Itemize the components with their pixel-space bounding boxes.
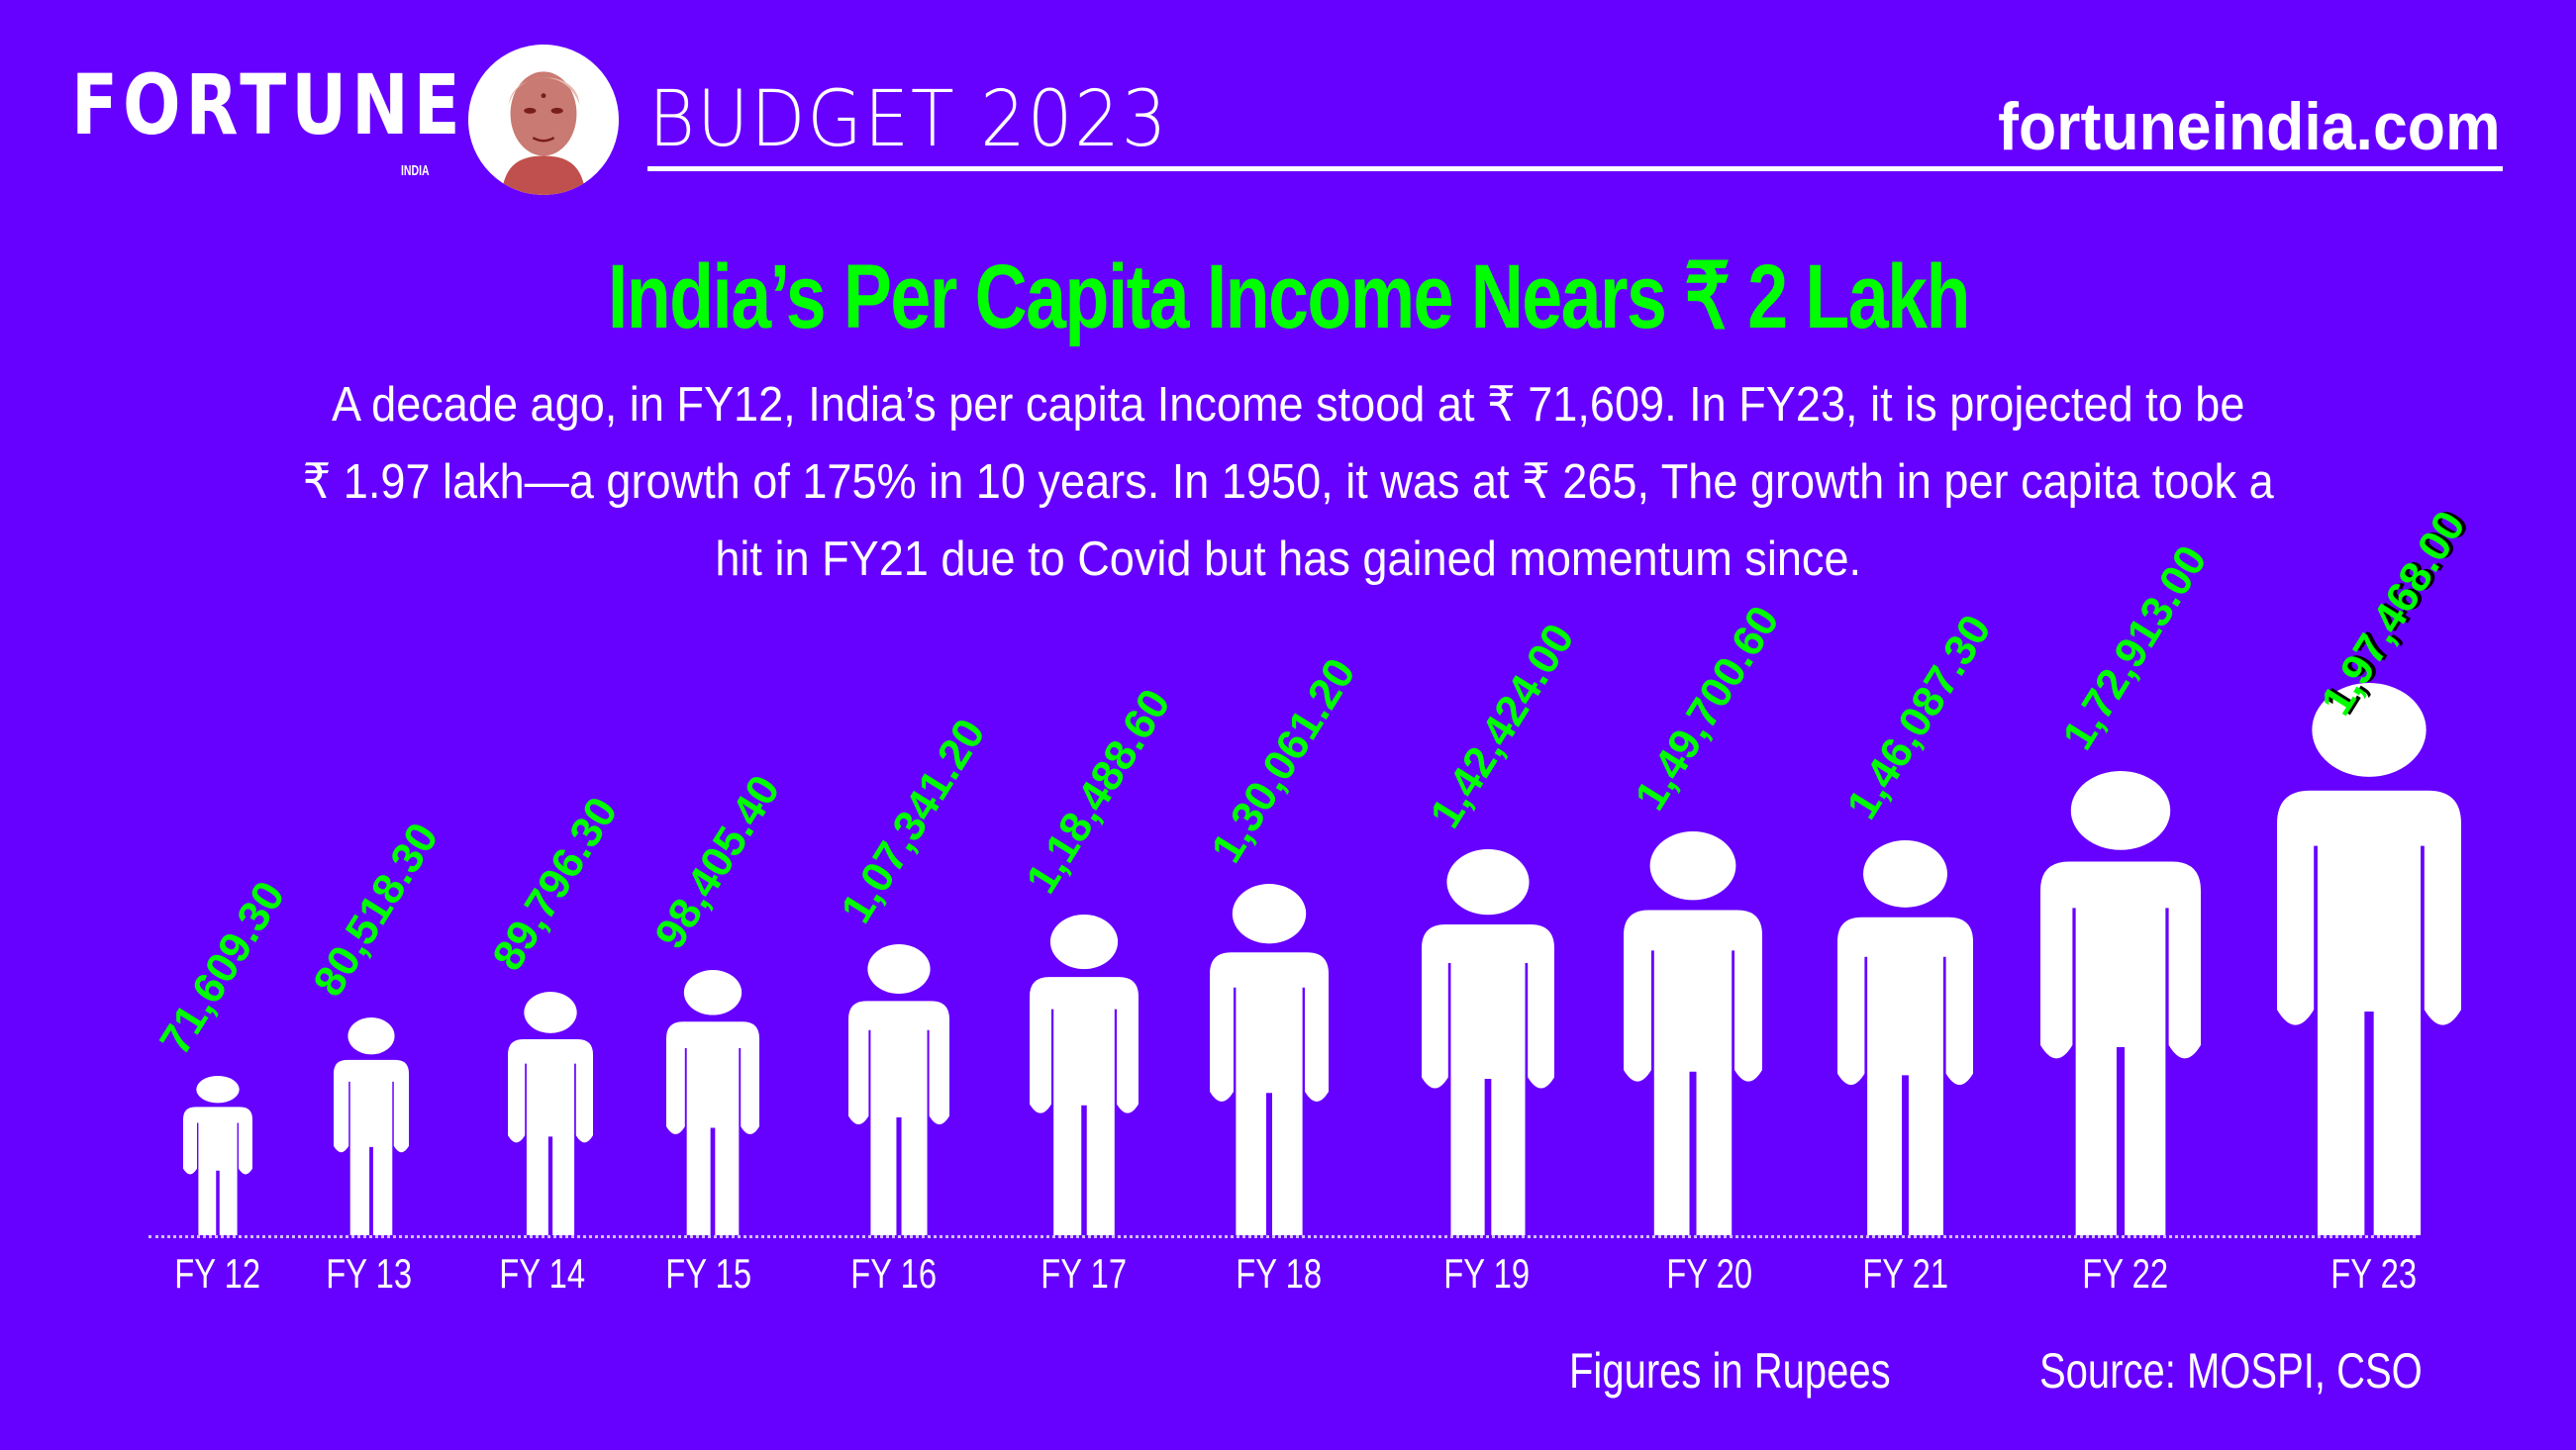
- category-label-text: FY 16: [850, 1250, 938, 1297]
- category-label: FY 16: [815, 1253, 973, 1295]
- category-label: FY 17: [1005, 1253, 1163, 1295]
- person-figure-icon: [2040, 771, 2201, 1235]
- subtitle-line-2: ₹ 1.97 lakh—a growth of 175% in 10 years…: [302, 455, 2274, 509]
- chart-baseline: [149, 1235, 2416, 1238]
- person-figure-icon: [1030, 915, 1139, 1235]
- value-label: 1,49,700.60: [1626, 597, 1789, 820]
- value-label: 1,18,488.60: [1017, 680, 1180, 903]
- category-label: FY 22: [2046, 1253, 2205, 1295]
- value-label: 98,405.40: [645, 767, 790, 958]
- category-label: FY 23: [2295, 1253, 2453, 1295]
- category-label: FY 18: [1200, 1253, 1358, 1295]
- person-figure-icon: [1836, 840, 1973, 1235]
- person-figure-icon: [1624, 831, 1762, 1235]
- person-figure-icon: [1422, 849, 1554, 1235]
- value-label: 1,07,341.20: [832, 710, 995, 932]
- value-label: 80,518.30: [304, 815, 448, 1006]
- category-label-text: FY 20: [1666, 1250, 1753, 1297]
- person-figure-icon: [508, 992, 593, 1235]
- chart-title-text: India’s Per Capita Income Nears ₹ 2 Lakh: [607, 246, 1971, 347]
- person-figure-icon: [1210, 884, 1329, 1235]
- subtitle-line-1: A decade ago, in FY12, India’s per capit…: [331, 378, 2245, 432]
- units-note: Figures in Rupees: [1569, 1342, 1971, 1400]
- person-figure-icon: [334, 1017, 409, 1235]
- category-label: FY 20: [1631, 1253, 1789, 1295]
- value-label: 71,609.30: [150, 873, 295, 1064]
- person-figure-icon: [2277, 683, 2461, 1235]
- brand-logo: FORTUNE: [71, 56, 465, 153]
- site-link[interactable]: fortuneindia.com: [1998, 89, 2501, 164]
- category-label-text: FY 18: [1236, 1250, 1323, 1297]
- category-label-text: FY 14: [499, 1250, 586, 1297]
- category-label: FY 12: [139, 1253, 297, 1295]
- category-label: FY 19: [1408, 1253, 1566, 1295]
- person-figure-icon: [666, 970, 759, 1235]
- chart-subtitle: A decade ago, in FY12, India’s per capit…: [40, 366, 2536, 598]
- brand-sub-label: INDIA: [401, 162, 430, 179]
- category-label-text: FY 17: [1040, 1250, 1128, 1297]
- chart-title: India’s Per Capita Income Nears ₹ 2 Lakh: [0, 251, 2576, 342]
- source-note-text: Source: MOSPI, CSO: [2039, 1343, 2423, 1399]
- person-figure-icon: [848, 944, 949, 1235]
- category-label-text: FY 19: [1443, 1250, 1531, 1297]
- category-label: FY 14: [463, 1253, 622, 1295]
- category-label-text: FY 23: [2330, 1250, 2418, 1297]
- category-label: FY 15: [630, 1253, 788, 1295]
- value-label: 89,796.30: [483, 789, 628, 980]
- person-figure-icon: [183, 1076, 252, 1235]
- category-label-text: FY 21: [1862, 1250, 1949, 1297]
- value-label: 1,46,087.30: [1837, 606, 2001, 828]
- category-label-text: FY 12: [174, 1250, 261, 1297]
- header-divider: [647, 166, 2503, 171]
- value-label: 1,30,061.20: [1202, 649, 1365, 872]
- category-label-text: FY 15: [665, 1250, 752, 1297]
- portrait-avatar-icon: [468, 45, 619, 195]
- subtitle-line-3: hit in FY21 due to Covid but has gained …: [715, 532, 1861, 586]
- category-label-text: FY 13: [326, 1250, 413, 1297]
- category-label-text: FY 22: [2082, 1250, 2169, 1297]
- category-label: FY 13: [290, 1253, 448, 1295]
- source-note: Source: MOSPI, CSO: [2039, 1342, 2518, 1400]
- section-title: BUDGET 2023: [648, 75, 1169, 164]
- units-note-text: Figures in Rupees: [1569, 1343, 1891, 1399]
- portrait-avatar-icon-graphic: [468, 45, 619, 195]
- value-label: 1,42,424.00: [1421, 615, 1584, 837]
- category-label: FY 21: [1827, 1253, 1985, 1295]
